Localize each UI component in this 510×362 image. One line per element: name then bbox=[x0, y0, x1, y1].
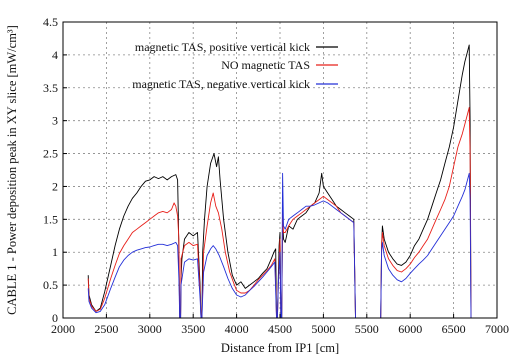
x-tick-label: 5500 bbox=[355, 322, 379, 336]
y-tick-label: 3.5 bbox=[43, 81, 58, 95]
y-tick-label: 1 bbox=[52, 245, 58, 259]
x-tick-label: 6500 bbox=[442, 322, 466, 336]
y-tick-label: 0.5 bbox=[43, 278, 58, 292]
y-tick-label: 4 bbox=[52, 48, 58, 62]
y-axis-title: CABLE 1 - Power deposition peak in XY sl… bbox=[5, 25, 19, 315]
x-axis-title: Distance from IP1 [cm] bbox=[221, 341, 339, 355]
x-tick-label: 3000 bbox=[138, 322, 162, 336]
x-tick-label: 2000 bbox=[51, 322, 75, 336]
x-axis-ticks: 2000 2500 3000 3500 4000 4500 5000 5500 6000 6500… bbox=[51, 314, 509, 336]
x-tick-label: 6000 bbox=[398, 322, 422, 336]
legend-label-3: magnetic TAS, negative vertical kick bbox=[132, 77, 310, 91]
legend-label-2: NO magnetic TAS bbox=[221, 58, 310, 72]
series-line-1 bbox=[87, 44, 472, 319]
y-tick-label: 0 bbox=[52, 311, 58, 325]
y-tick-label: 2 bbox=[52, 179, 58, 193]
grid-layer bbox=[63, 22, 497, 318]
x-tick-label: 3500 bbox=[181, 322, 205, 336]
legend-label-1: magnetic TAS, positive vertical kick bbox=[135, 40, 310, 54]
y-tick-label: 3 bbox=[52, 114, 58, 128]
x-tick-label: 4500 bbox=[268, 322, 292, 336]
x-tick-label: 7000 bbox=[485, 322, 509, 336]
series-line-2 bbox=[87, 107, 472, 319]
x-tick-label: 4000 bbox=[225, 322, 249, 336]
x-tick-label: 2500 bbox=[94, 322, 118, 336]
x-tick-label: 5000 bbox=[311, 322, 335, 336]
y-tick-label: 2.5 bbox=[43, 147, 58, 161]
y-tick-label: 1.5 bbox=[43, 212, 58, 226]
y-axis-ticks: 0 0.5 1 1.5 2 2.5 3 3.5 4 4.5 bbox=[43, 15, 67, 325]
legend: magnetic TAS, positive vertical kick NO m… bbox=[132, 40, 338, 91]
y-tick-label: 4.5 bbox=[43, 15, 58, 29]
